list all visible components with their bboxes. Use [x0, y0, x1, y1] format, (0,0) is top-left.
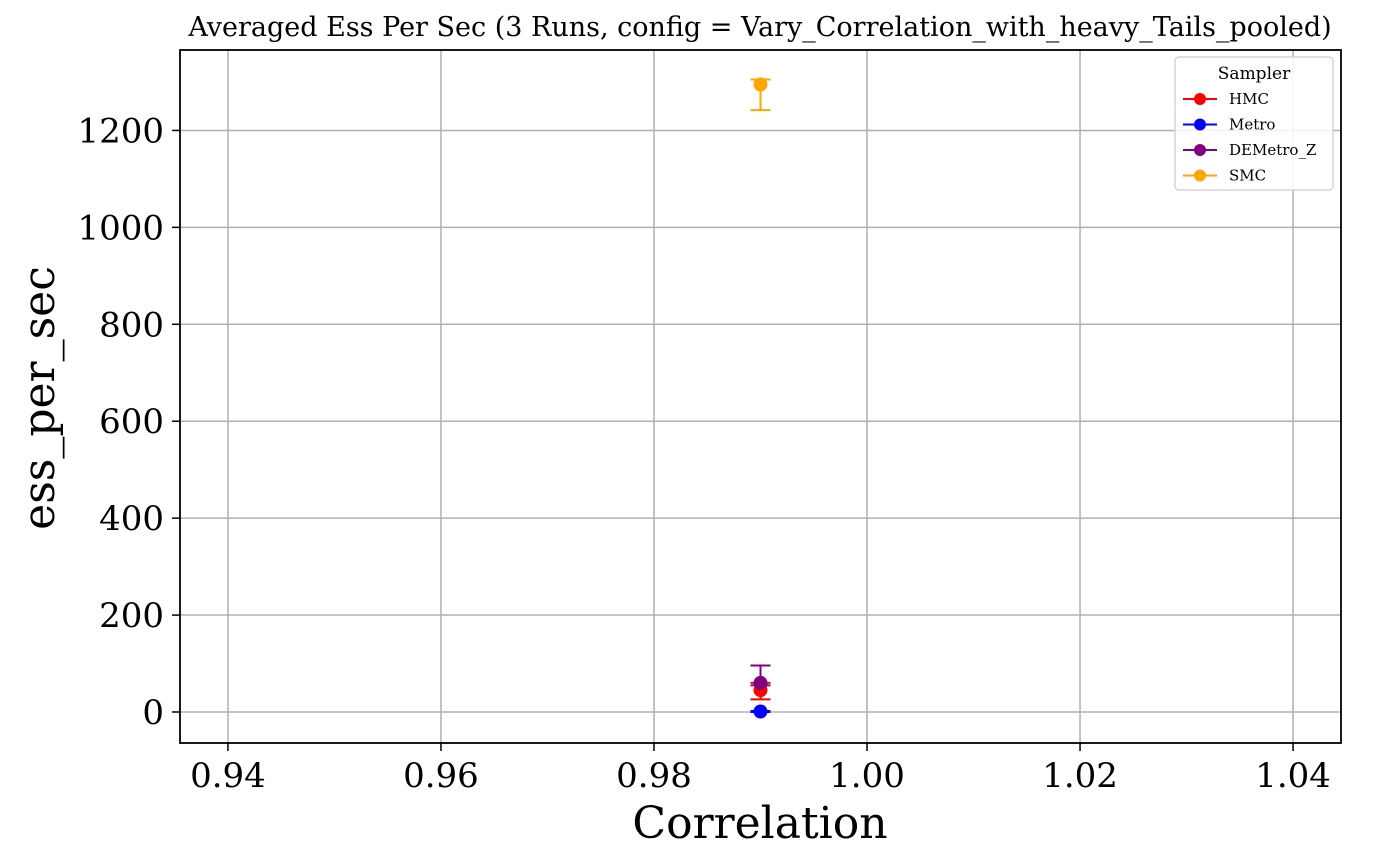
- x-tick-label: 0.98: [616, 756, 692, 796]
- series-smc: [750, 77, 771, 112]
- axis-ticks: 0.94 0.96 0.98 1.00 1.02 1.04 0 200 400 600 800 100…: [77, 111, 1330, 796]
- y-tick-label: 1200: [77, 111, 164, 151]
- y-tick-label: 600: [99, 402, 164, 442]
- legend-marker-smc: [1194, 169, 1206, 182]
- data-points: [750, 77, 771, 719]
- grid-lines: [180, 50, 1341, 743]
- legend: Sampler HMC Metro DEMetro_Z SMC: [1174, 56, 1334, 191]
- legend-item-smc: SMC: [1183, 167, 1266, 185]
- legend-label-smc: SMC: [1229, 167, 1266, 185]
- x-tick-label: 0.94: [190, 756, 266, 796]
- chart-title: Averaged Ess Per Sec (3 Runs, config = V…: [187, 12, 1331, 43]
- legend-title: Sampler: [1218, 64, 1291, 84]
- x-tick-label: 1.04: [1255, 756, 1331, 796]
- point-smc: [753, 77, 768, 92]
- legend-marker-demetro-z: [1194, 144, 1206, 156]
- x-tick-label: 1.02: [1042, 756, 1118, 796]
- legend-item-metro: Metro: [1183, 116, 1275, 134]
- point-metro: [753, 704, 768, 719]
- x-tick-label: 0.96: [403, 756, 479, 796]
- x-tick-label: 1.00: [829, 756, 905, 796]
- legend-label-hmc: HMC: [1229, 90, 1269, 108]
- legend-item-hmc: HMC: [1183, 90, 1269, 108]
- y-tick-label: 1000: [77, 208, 164, 248]
- legend-marker-hmc: [1194, 93, 1206, 105]
- series-metro: [750, 704, 771, 719]
- legend-box: [1174, 56, 1334, 191]
- series-demetro-z: [750, 664, 771, 690]
- legend-marker-metro: [1194, 118, 1206, 131]
- legend-label-metro: Metro: [1229, 116, 1275, 134]
- legend-label-demetro-z: DEMetro_Z: [1229, 141, 1316, 159]
- y-tick-label: 0: [142, 693, 164, 733]
- y-tick-label: 800: [99, 305, 164, 345]
- point-demetro-z: [753, 675, 768, 690]
- y-tick-label: 400: [99, 499, 164, 539]
- legend-items: HMC Metro DEMetro_Z SMC: [1183, 90, 1316, 185]
- y-axis-title: ess_per_sec: [14, 266, 65, 530]
- plot-area-frame: [179, 49, 1342, 744]
- y-tick-label: 200: [99, 596, 164, 636]
- legend-item-demetro-z: DEMetro_Z: [1183, 141, 1316, 159]
- x-axis-title: Correlation: [632, 798, 887, 849]
